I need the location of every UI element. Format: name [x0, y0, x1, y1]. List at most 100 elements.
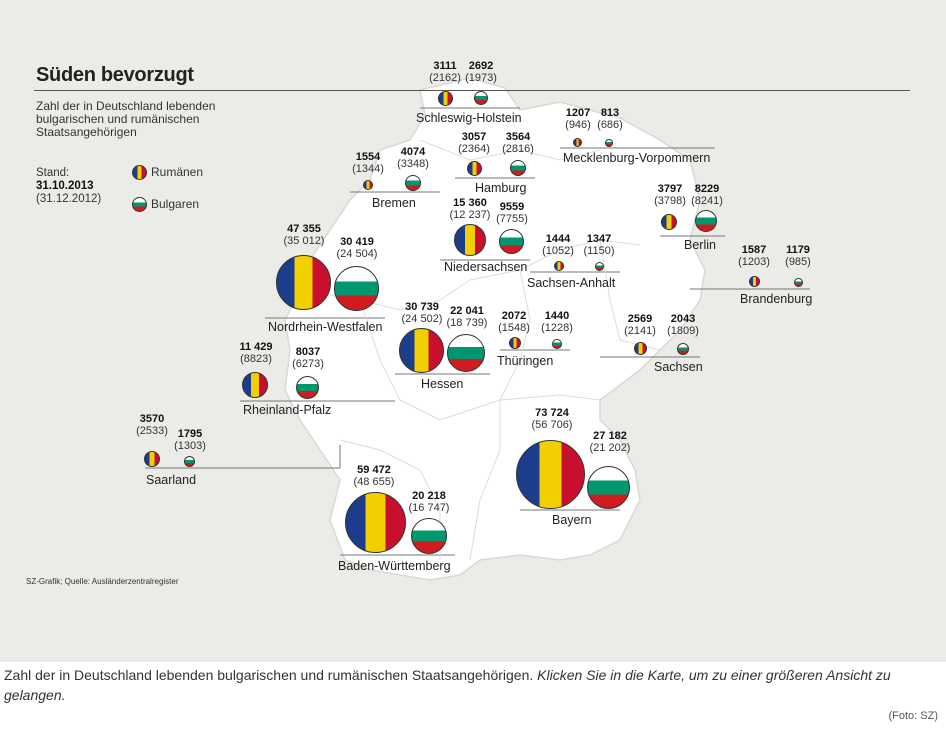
legend: Rumänen Bulgaren — [132, 164, 203, 228]
flag-ro-baden-wuerttemberg — [345, 492, 406, 553]
stat-bg-hessen: 22 041 (18 739) — [446, 305, 488, 329]
label-bayern: Bayern — [552, 513, 592, 527]
label-nordrhein-westfalen: Nordrhein-Westfalen — [268, 320, 383, 334]
stand-current-date: 31.10.2013 — [36, 180, 94, 192]
flag-ro-mecklenburg-vorpommern — [573, 138, 582, 147]
stat-bg-bayern: 27 182 (21 202) — [589, 430, 631, 454]
label-rheinland-pfalz: Rheinland-Pfalz — [243, 403, 332, 417]
stat-bg-saarland: 1795 (1303) — [174, 428, 206, 452]
stat-bg-brandenburg: 1179 (985) — [785, 244, 811, 268]
stat-ro-brandenburg: 1587 (1203) — [738, 244, 770, 268]
label-hessen: Hessen — [421, 377, 464, 391]
caption-text: Zahl der in Deutschland lebenden bulgari… — [4, 667, 538, 683]
label-baden-wuerttemberg: Baden-Württemberg — [338, 559, 451, 573]
stat-ro-bremen: 1554 (1344) — [352, 151, 384, 175]
stat-ro-hessen: 30 739 (24 502) — [401, 301, 443, 325]
flag-bg-saarland — [184, 456, 195, 467]
label-schleswig-holstein: Schleswig-Holstein — [416, 111, 522, 125]
state-borders — [299, 139, 661, 561]
stat-bg-mecklenburg-vorpommern: 813 (686) — [597, 107, 623, 131]
label-thueringen: Thüringen — [497, 354, 554, 368]
stat-bg-rheinland-pfalz: 8037 (6273) — [292, 346, 324, 370]
stand-block: Stand: 31.10.2013 (31.12.2012) — [36, 167, 101, 206]
stand-previous-date: (31.12.2012) — [36, 193, 102, 205]
stat-bg-niedersachsen: 9559 (7755) — [496, 201, 528, 225]
flag-ro-hessen — [399, 328, 444, 373]
stat-ro-schleswig-holstein: 3111 (2162) — [429, 60, 461, 84]
stat-ro-saarland: 3570 (2533) — [136, 413, 168, 437]
flag-bg-rheinland-pfalz — [296, 376, 319, 399]
stat-ro-baden-wuerttemberg: 59 472 (48 655) — [353, 464, 395, 488]
label-sachsen-anhalt: Sachsen-Anhalt — [527, 276, 616, 290]
flag-bg-hamburg — [510, 160, 526, 176]
stat-bg-hamburg: 3564 (2816) — [502, 131, 534, 155]
label-sachsen: Sachsen — [654, 360, 703, 374]
photo-credit: (Foto: SZ) — [888, 710, 938, 722]
flag-bg-berlin — [695, 210, 717, 232]
flag-ro-sachsen-anhalt — [554, 261, 564, 271]
flag-bg-sachsen — [677, 343, 689, 355]
stat-ro-berlin: 3797 (3798) — [654, 183, 686, 207]
label-berlin: Berlin — [684, 238, 716, 252]
stat-ro-sachsen: 2569 (2141) — [624, 313, 656, 337]
caption-enlarge-link[interactable]: Klicken Sie in die Karte, um zu einer gr… — [4, 667, 891, 703]
bulgaria-flag-icon — [132, 196, 147, 212]
flag-ro-hamburg — [467, 161, 482, 176]
flag-ro-saarland — [144, 451, 160, 467]
flag-ro-bremen — [363, 180, 373, 190]
flag-ro-niedersachsen — [454, 224, 486, 256]
legend-bulgaria: Bulgaren — [132, 196, 203, 212]
flag-bg-brandenburg — [794, 278, 803, 287]
stat-ro-nordrhein-westfalen: 47 355 (35 012) — [283, 223, 325, 247]
source-note: SZ-Grafik; Quelle: Ausländerzentralregis… — [26, 577, 179, 586]
flag-bg-nordrhein-westfalen — [334, 266, 379, 311]
stat-ro-niedersachsen: 15 360 (12 237) — [449, 197, 491, 221]
flag-bg-sachsen-anhalt — [595, 262, 604, 271]
stat-bg-bremen: 4074 (3348) — [397, 146, 429, 170]
flag-ro-thueringen — [509, 337, 521, 349]
flag-bg-hessen — [447, 334, 485, 372]
label-saarland: Saarland — [146, 473, 197, 487]
map-subtitle: Zahl der in Deutschland lebenden bulgari… — [36, 99, 216, 139]
legend-bulgaria-label: Bulgaren — [151, 197, 200, 211]
stat-ro-bayern: 73 724 (56 706) — [531, 407, 573, 431]
stat-bg-thueringen: 1440 (1228) — [541, 310, 573, 334]
label-mecklenburg-vorpommern: Mecklenburg-Vorpommern — [563, 151, 711, 165]
title-rule — [34, 90, 910, 91]
flag-ro-rheinland-pfalz — [242, 372, 268, 398]
stat-bg-sachsen: 2043 (1809) — [667, 313, 699, 337]
stat-ro-sachsen-anhalt: 1444 (1052) — [542, 233, 574, 257]
flag-ro-schleswig-holstein — [438, 91, 453, 106]
stat-bg-sachsen-anhalt: 1347 (1150) — [583, 233, 615, 257]
flag-ro-berlin — [661, 214, 677, 230]
stat-ro-thueringen: 2072 (1548) — [498, 310, 530, 334]
flag-bg-mecklenburg-vorpommern — [605, 139, 613, 147]
flag-bg-baden-wuerttemberg — [411, 518, 447, 554]
stat-bg-baden-wuerttemberg: 20 218 (16 747) — [408, 490, 450, 514]
germany-map — [145, 77, 810, 581]
label-brandenburg: Brandenburg — [740, 292, 813, 306]
legend-romania-label: Rumänen — [151, 165, 204, 179]
stat-ro-mecklenburg-vorpommern: 1207 (946) — [565, 107, 591, 131]
image-caption: Zahl der in Deutschland lebenden bulgari… — [4, 665, 924, 705]
flag-ro-sachsen — [634, 342, 647, 355]
romania-flag-icon — [132, 164, 147, 180]
flag-ro-brandenburg — [749, 276, 760, 287]
flag-ro-nordrhein-westfalen — [276, 255, 331, 310]
legend-romania: Rumänen — [132, 164, 203, 180]
flag-bg-schleswig-holstein — [474, 91, 488, 105]
stat-bg-nordrhein-westfalen: 30 419 (24 504) — [336, 236, 378, 260]
label-bremen: Bremen — [372, 196, 416, 210]
flag-ro-bayern — [516, 440, 585, 509]
map-infographic[interactable]: Süden bevorzugt Zahl der in Deutschland … — [0, 0, 946, 662]
stat-bg-schleswig-holstein: 2692 (1973) — [465, 60, 497, 84]
label-hamburg: Hamburg — [475, 181, 527, 195]
label-niedersachsen: Niedersachsen — [444, 260, 528, 274]
map-title: Süden bevorzugt — [36, 64, 194, 86]
stand-label: Stand: — [36, 167, 70, 179]
flag-bg-bremen — [405, 175, 421, 191]
stat-ro-hamburg: 3057 (2364) — [458, 131, 490, 155]
flag-bg-thueringen — [552, 339, 562, 349]
flag-bg-bayern — [587, 466, 630, 509]
stat-ro-rheinland-pfalz: 11 429 (8823) — [239, 341, 273, 365]
